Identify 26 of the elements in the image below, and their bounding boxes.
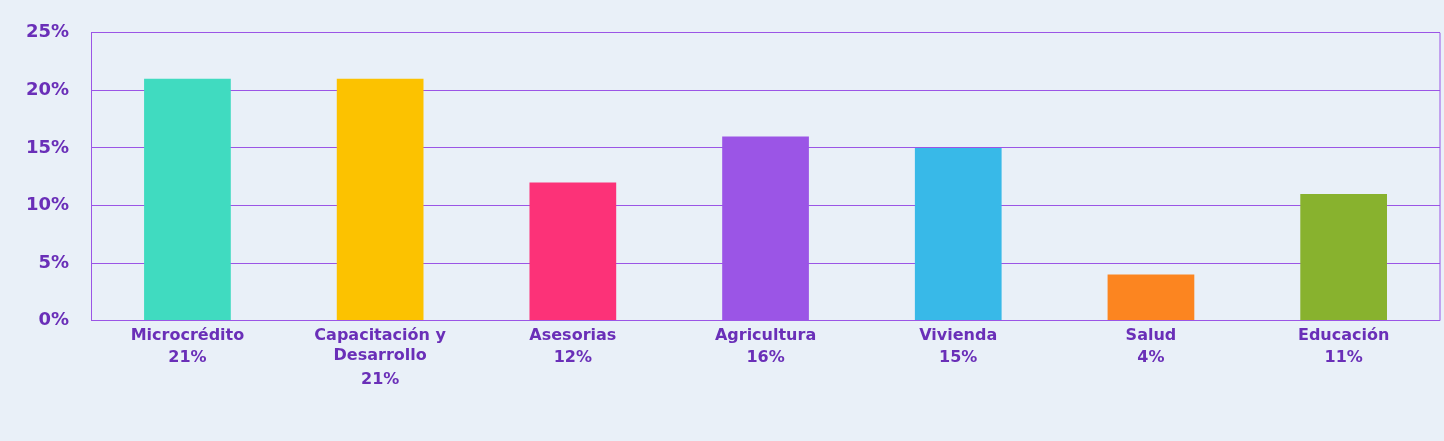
bar bbox=[1300, 193, 1388, 321]
bar bbox=[914, 147, 1002, 321]
y-tick-label: 0% bbox=[38, 308, 70, 330]
y-tick-label: 25% bbox=[25, 20, 70, 42]
y-tick-label: 15% bbox=[25, 135, 70, 157]
data-label: 4% bbox=[1137, 346, 1165, 366]
bar bbox=[336, 78, 424, 321]
x-tick-label: Microcrédito bbox=[130, 325, 245, 345]
data-label: 15% bbox=[939, 346, 978, 366]
y-tick-label: 20% bbox=[25, 78, 70, 100]
data-label: 21% bbox=[168, 346, 207, 366]
x-tick-label: Educación bbox=[1297, 325, 1390, 345]
bar bbox=[1107, 274, 1195, 321]
bar bbox=[144, 78, 231, 321]
data-label: 21% bbox=[360, 368, 400, 388]
data-label: 12% bbox=[553, 346, 592, 366]
x-tick-label: Capacitación y Desarrollo bbox=[314, 325, 447, 364]
data-label: 16% bbox=[746, 346, 785, 366]
bar bbox=[529, 182, 617, 321]
y-tick-label: 5% bbox=[38, 250, 70, 272]
x-tick-label: Agricultura bbox=[714, 325, 817, 345]
x-tick-label: Salud bbox=[1125, 325, 1177, 345]
x-tick-label: Asesorias bbox=[529, 325, 617, 345]
data-label: 11% bbox=[1324, 346, 1363, 366]
x-tick-label: Vivienda bbox=[919, 325, 998, 345]
y-tick-label: 10% bbox=[25, 193, 70, 215]
